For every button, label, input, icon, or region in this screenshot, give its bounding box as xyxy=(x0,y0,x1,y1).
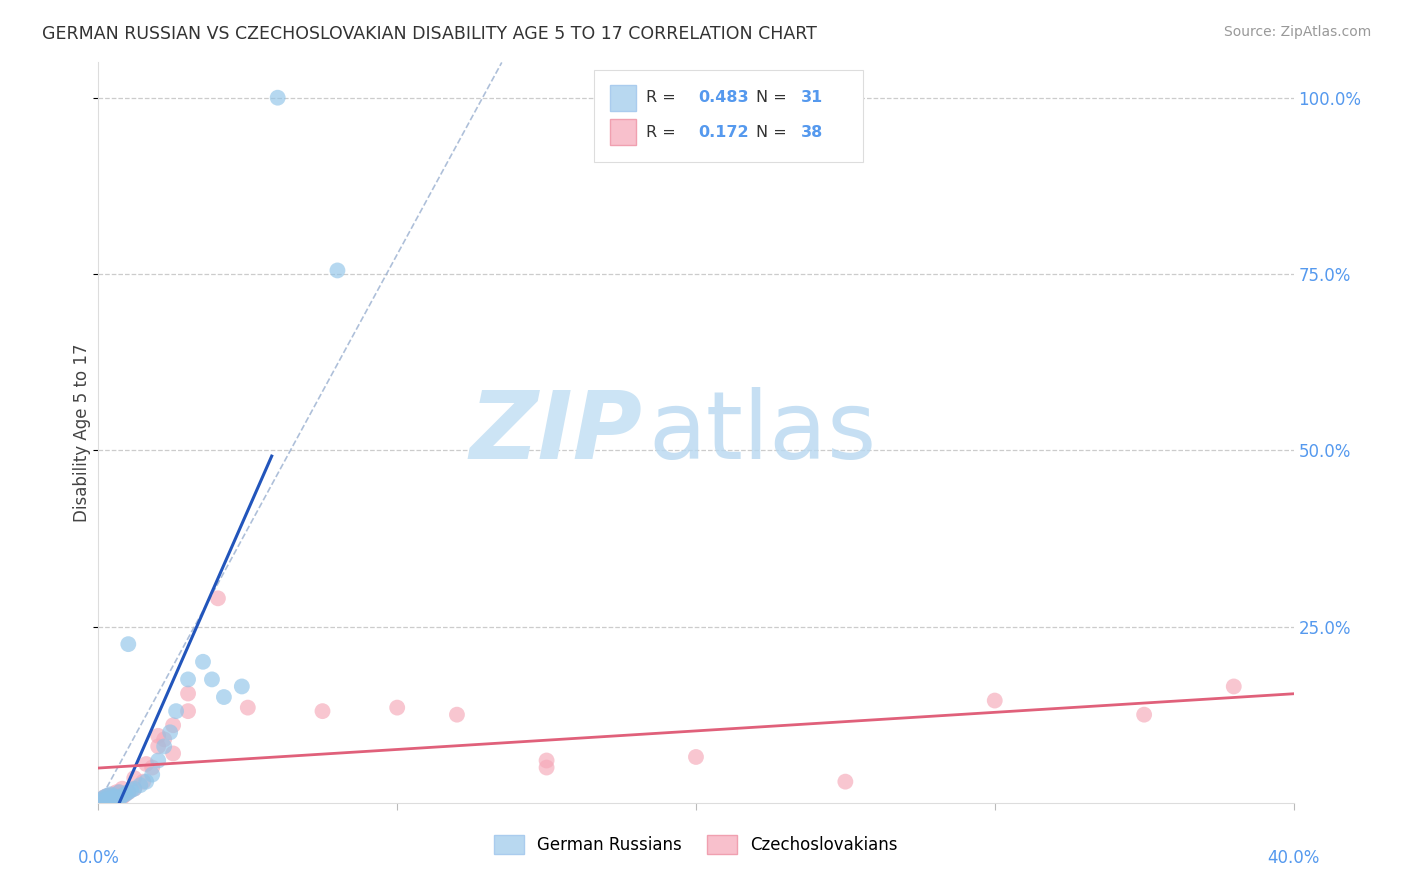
Text: 0.172: 0.172 xyxy=(699,125,749,140)
Text: R =: R = xyxy=(645,125,681,140)
Point xyxy=(177,686,200,700)
FancyBboxPatch shape xyxy=(595,70,863,162)
Point xyxy=(148,729,170,743)
Point xyxy=(117,637,139,651)
Text: N =: N = xyxy=(756,90,792,105)
Point xyxy=(141,767,163,781)
Point xyxy=(267,91,290,105)
Point xyxy=(536,760,558,774)
Point xyxy=(153,732,176,747)
Point xyxy=(124,771,146,785)
Point xyxy=(105,790,128,805)
Text: 31: 31 xyxy=(801,90,824,105)
Text: 0.483: 0.483 xyxy=(699,90,749,105)
Point xyxy=(108,785,131,799)
Text: 0.0%: 0.0% xyxy=(77,848,120,867)
FancyBboxPatch shape xyxy=(610,85,637,111)
Point xyxy=(135,774,157,789)
Point xyxy=(385,700,409,714)
Point xyxy=(311,704,333,718)
Point xyxy=(90,792,112,806)
Point xyxy=(111,781,134,796)
Point xyxy=(231,680,253,694)
Point xyxy=(103,790,125,805)
Point xyxy=(96,792,118,806)
Point xyxy=(117,785,139,799)
Point xyxy=(93,790,115,805)
Point xyxy=(114,788,136,802)
Text: 38: 38 xyxy=(801,125,824,140)
Y-axis label: Disability Age 5 to 17: Disability Age 5 to 17 xyxy=(73,343,91,522)
Point xyxy=(129,778,152,792)
Point xyxy=(326,263,349,277)
Text: Source: ZipAtlas.com: Source: ZipAtlas.com xyxy=(1223,25,1371,39)
Point xyxy=(141,760,163,774)
Point xyxy=(120,783,142,797)
Point xyxy=(93,792,115,806)
Point xyxy=(103,788,125,802)
Point xyxy=(685,750,707,764)
Text: N =: N = xyxy=(756,125,792,140)
Point xyxy=(446,707,468,722)
Point xyxy=(105,785,128,799)
Point xyxy=(212,690,235,704)
Point xyxy=(93,790,115,805)
Text: atlas: atlas xyxy=(648,386,876,479)
Point xyxy=(132,774,155,789)
Point xyxy=(96,789,118,803)
Point xyxy=(98,790,122,805)
Legend: German Russians, Czechoslovakians: German Russians, Czechoslovakians xyxy=(488,829,904,861)
Point xyxy=(984,693,1007,707)
Text: R =: R = xyxy=(645,90,681,105)
Point xyxy=(1133,707,1156,722)
Point xyxy=(177,704,200,718)
Point xyxy=(191,655,214,669)
Point xyxy=(114,788,136,802)
Point xyxy=(165,704,187,718)
Point xyxy=(162,747,184,761)
Point xyxy=(1223,680,1246,694)
Point xyxy=(207,591,229,606)
Point xyxy=(148,754,170,768)
Point xyxy=(103,789,125,803)
Point xyxy=(105,789,128,803)
Point xyxy=(90,794,112,808)
Point xyxy=(90,792,112,806)
Point xyxy=(159,725,181,739)
Point xyxy=(111,789,134,803)
Point xyxy=(124,781,146,796)
Text: 40.0%: 40.0% xyxy=(1267,848,1320,867)
Point xyxy=(98,788,122,802)
Point xyxy=(111,790,134,805)
Point xyxy=(135,757,157,772)
Point xyxy=(124,781,146,796)
Point xyxy=(536,754,558,768)
Point xyxy=(201,673,224,687)
Text: GERMAN RUSSIAN VS CZECHOSLOVAKIAN DISABILITY AGE 5 TO 17 CORRELATION CHART: GERMAN RUSSIAN VS CZECHOSLOVAKIAN DISABI… xyxy=(42,25,817,43)
Point xyxy=(153,739,176,754)
Point xyxy=(98,789,122,803)
Point xyxy=(236,700,259,714)
Point xyxy=(162,718,184,732)
Point xyxy=(834,774,856,789)
Point xyxy=(117,785,139,799)
FancyBboxPatch shape xyxy=(610,120,637,145)
Point xyxy=(108,785,131,799)
Point xyxy=(177,673,200,687)
Point xyxy=(148,739,170,754)
Point xyxy=(108,792,131,806)
Point xyxy=(96,789,118,803)
Text: ZIP: ZIP xyxy=(470,386,643,479)
